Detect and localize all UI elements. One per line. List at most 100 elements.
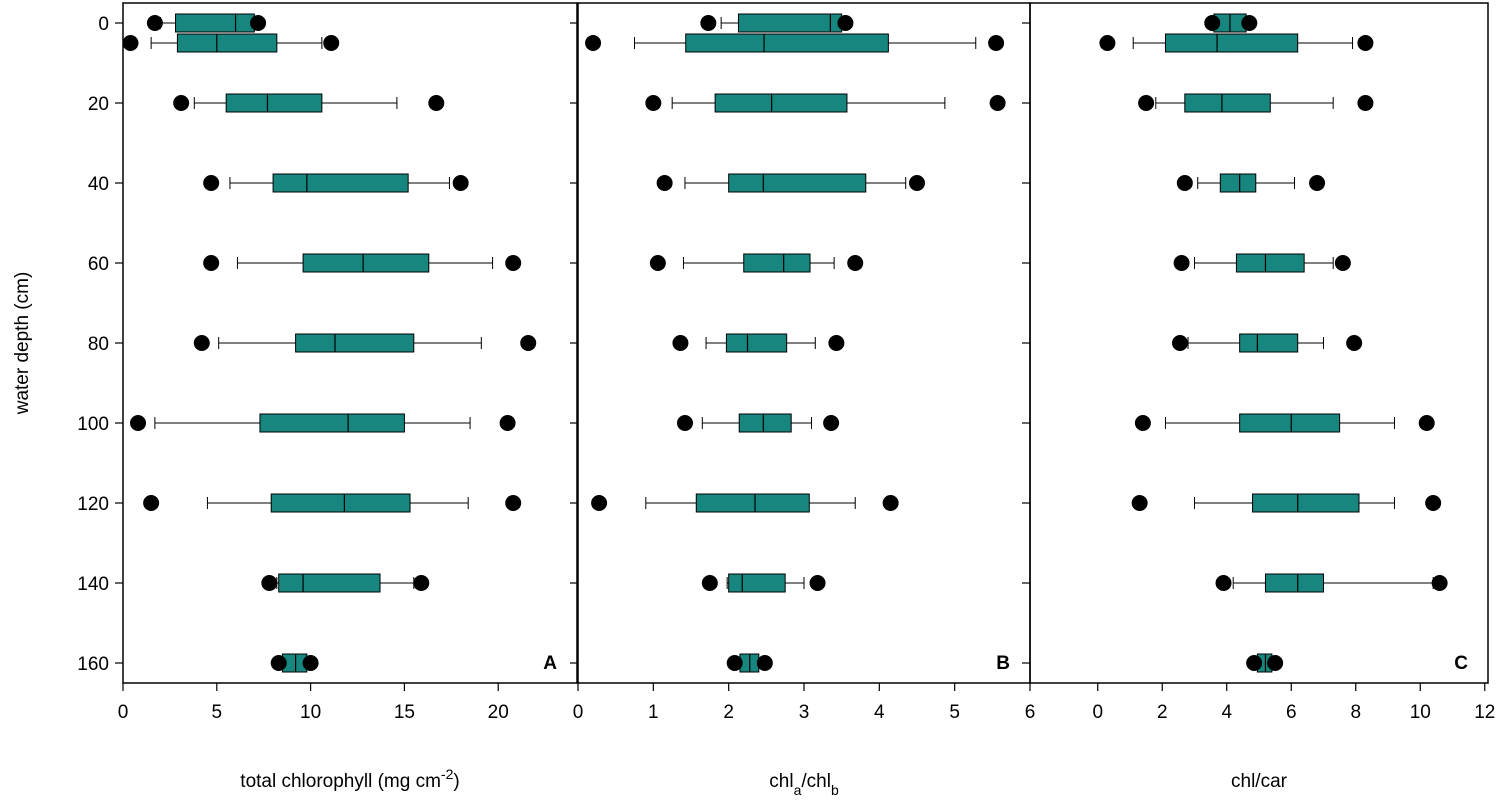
x-tick-label: 1 bbox=[648, 702, 659, 723]
x-tick-label: 0 bbox=[1092, 702, 1103, 723]
outlier bbox=[1215, 575, 1232, 591]
x-tick-label: 4 bbox=[874, 702, 885, 723]
y-tick-label: 40 bbox=[88, 174, 109, 195]
panel-letter: B bbox=[996, 653, 1010, 674]
x-tick-label: 2 bbox=[1157, 702, 1168, 723]
box bbox=[272, 173, 409, 193]
x-tick-label: 0 bbox=[118, 702, 129, 723]
outlier bbox=[130, 415, 147, 431]
outlier bbox=[1138, 95, 1155, 111]
x-tick-label: 15 bbox=[394, 702, 415, 723]
outlier bbox=[882, 495, 899, 511]
outlier bbox=[250, 15, 267, 31]
outlier bbox=[726, 655, 743, 671]
outlier bbox=[1173, 255, 1190, 271]
outlier bbox=[1346, 335, 1363, 351]
outlier bbox=[823, 415, 840, 431]
x-axis-label-part: a bbox=[794, 782, 802, 798]
outlier bbox=[1171, 335, 1188, 351]
outlier bbox=[122, 35, 139, 51]
outlier bbox=[452, 175, 469, 191]
y-tick-label: 80 bbox=[88, 334, 109, 355]
outlier bbox=[1425, 495, 1442, 511]
outlier bbox=[203, 255, 220, 271]
box bbox=[1264, 573, 1325, 593]
outlier bbox=[1131, 495, 1148, 511]
box bbox=[743, 253, 811, 273]
outlier bbox=[1357, 35, 1374, 51]
outlier bbox=[837, 15, 854, 31]
outlier bbox=[173, 95, 190, 111]
box bbox=[295, 333, 415, 353]
outlier bbox=[1204, 15, 1221, 31]
x-tick-label: 6 bbox=[1025, 702, 1036, 723]
x-axis-label: chla/chlb bbox=[769, 771, 839, 798]
panel-letter: C bbox=[1454, 653, 1468, 674]
x-axis-label-part: /chl bbox=[801, 771, 831, 792]
box bbox=[1184, 93, 1271, 113]
y-tick-label: 0 bbox=[98, 14, 109, 35]
outlier bbox=[1267, 655, 1284, 671]
outlier bbox=[1246, 655, 1263, 671]
outlier bbox=[1134, 415, 1151, 431]
outlier bbox=[828, 335, 845, 351]
x-tick-label: 5 bbox=[949, 702, 960, 723]
x-tick-label: 2 bbox=[723, 702, 734, 723]
box bbox=[737, 13, 843, 33]
box bbox=[685, 33, 889, 53]
x-tick-label: 10 bbox=[300, 702, 321, 723]
outlier bbox=[649, 255, 666, 271]
box bbox=[1164, 33, 1299, 53]
y-tick-label: 120 bbox=[77, 494, 109, 515]
outlier bbox=[700, 15, 717, 31]
box bbox=[278, 573, 381, 593]
outlier bbox=[847, 255, 864, 271]
outlier bbox=[1176, 175, 1193, 191]
outlier bbox=[270, 655, 287, 671]
outlier bbox=[989, 95, 1006, 111]
outlier bbox=[645, 95, 662, 111]
outlier bbox=[656, 175, 673, 191]
y-tick-label: 60 bbox=[88, 254, 109, 275]
box bbox=[270, 493, 411, 513]
x-axis-label: total chlorophyll (mg cm-2) bbox=[240, 766, 459, 792]
outlier bbox=[261, 575, 278, 591]
x-axis-label-part: -2 bbox=[441, 766, 454, 782]
outlier bbox=[505, 255, 522, 271]
box bbox=[1235, 253, 1305, 273]
box bbox=[738, 413, 792, 433]
outlier bbox=[1431, 575, 1448, 591]
y-tick-label: 140 bbox=[77, 574, 109, 595]
box bbox=[728, 173, 867, 193]
outlier bbox=[1099, 35, 1116, 51]
outlier bbox=[428, 95, 445, 111]
box bbox=[695, 493, 810, 513]
box bbox=[725, 333, 788, 353]
y-axis-label: water depth (cm) bbox=[12, 272, 33, 416]
box bbox=[1239, 333, 1299, 353]
outlier bbox=[756, 655, 773, 671]
box bbox=[1239, 413, 1341, 433]
outlier bbox=[672, 335, 689, 351]
x-axis-label-part: ) bbox=[453, 771, 459, 792]
outlier bbox=[1241, 15, 1258, 31]
outlier bbox=[1334, 255, 1351, 271]
outlier bbox=[203, 175, 220, 191]
box bbox=[302, 253, 430, 273]
outlier bbox=[1309, 175, 1326, 191]
panel-letter: A bbox=[543, 653, 557, 674]
box bbox=[176, 33, 278, 53]
outlier bbox=[1418, 415, 1435, 431]
y-tick-label: 20 bbox=[88, 94, 109, 115]
outlier bbox=[988, 35, 1005, 51]
x-tick-label: 12 bbox=[1474, 702, 1495, 723]
outlier bbox=[323, 35, 340, 51]
outlier bbox=[302, 655, 319, 671]
x-axis-label: chl/car bbox=[1231, 771, 1288, 792]
outlier bbox=[143, 495, 160, 511]
y-tick-label: 100 bbox=[77, 414, 109, 435]
outlier bbox=[676, 415, 693, 431]
x-tick-label: 0 bbox=[573, 702, 584, 723]
y-tick-label: 160 bbox=[77, 654, 109, 675]
